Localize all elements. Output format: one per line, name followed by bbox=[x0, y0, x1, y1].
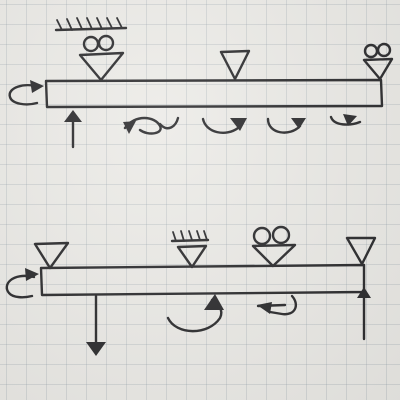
top-hinge-support-icon bbox=[219, 49, 251, 81]
top-beam bbox=[44, 78, 384, 109]
top-roller-support-icon bbox=[362, 42, 394, 81]
top-fixed-hinge-support-icon bbox=[54, 17, 128, 82]
bottom-moment-arrow-2-icon bbox=[256, 294, 297, 316]
bottom-beam-sketch bbox=[5, 225, 377, 356]
top-moment-arrow-3-icon bbox=[266, 117, 306, 134]
top-moment-arrow-2-icon bbox=[201, 117, 247, 134]
bottom-beam bbox=[39, 263, 366, 297]
bottom-left-moment-arrow-icon bbox=[5, 268, 39, 299]
bottom-right-hinge-support-icon bbox=[345, 236, 377, 266]
bottom-moment-arrow-1-icon bbox=[166, 294, 224, 333]
top-beam-sketch bbox=[8, 17, 394, 149]
bottom-downward-force-arrow-icon bbox=[86, 294, 106, 356]
bottom-left-hinge-support-icon bbox=[33, 241, 70, 270]
bottom-fixed-hinge-support-icon bbox=[170, 230, 210, 269]
top-upward-force-arrow-icon bbox=[64, 110, 82, 149]
bottom-upward-force-arrow-icon bbox=[357, 287, 371, 341]
top-moment-arrow-1-icon bbox=[123, 116, 180, 135]
top-moment-arrow-4-icon bbox=[329, 114, 362, 126]
bottom-roller-support-icon bbox=[251, 225, 297, 268]
top-left-moment-arrow-icon bbox=[8, 80, 44, 106]
